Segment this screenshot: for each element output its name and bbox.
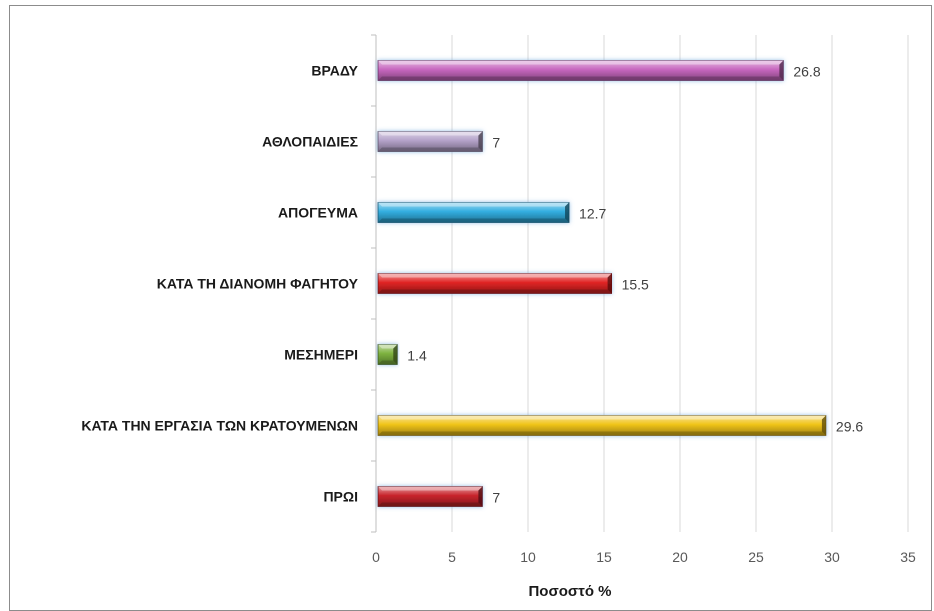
bar-bevel-top [378, 131, 483, 136]
bar-bevel-end [607, 273, 612, 294]
x-tick-label: 15 [596, 549, 612, 565]
bar-bevel-top [378, 415, 826, 420]
category-label: ΜΕΣΗΜΕΡΙ [284, 347, 358, 363]
bar-bevel-top [378, 60, 784, 65]
x-tick-label: 5 [448, 549, 456, 565]
bar-bevel-bottom [378, 76, 784, 81]
bar-bevel-end [478, 486, 483, 507]
bar-bevel-top [378, 202, 570, 207]
x-tick-label: 30 [824, 549, 840, 565]
data-label: 26.8 [793, 64, 820, 80]
bar-4 [377, 273, 613, 294]
bars [377, 60, 827, 507]
bar-bevel-bottom [378, 431, 826, 436]
category-label: ΑΘΛΟΠΑΙΔΙΕΣ [262, 134, 358, 150]
data-label: 7 [492, 490, 500, 506]
x-tick-label: 25 [748, 549, 764, 565]
bar-bevel-bottom [378, 289, 612, 294]
category-label: ΑΠΟΓΕΥΜΑ [278, 205, 358, 221]
bar-3 [377, 202, 570, 223]
data-label: 15.5 [622, 277, 649, 293]
category-label: ΒΡΑΔΥ [311, 63, 358, 79]
x-tick-label: 10 [520, 549, 536, 565]
bar-bevel-bottom [378, 502, 483, 507]
bar-bevel-top [378, 486, 483, 491]
bar-bevel-bottom [378, 147, 483, 152]
bar-bevel-end [779, 60, 784, 81]
gridlines [451, 35, 909, 532]
bar-5 [377, 344, 398, 365]
x-tick-label: 35 [900, 549, 916, 565]
bar-bevel-end [478, 131, 483, 152]
data-label: 7 [492, 135, 500, 151]
x-axis-title: Ποσοστό % [528, 583, 611, 600]
category-axis [371, 34, 377, 533]
bar-1 [377, 60, 784, 81]
bar-bevel-top [378, 344, 398, 349]
bar-2 [377, 131, 483, 152]
x-tick-label: 0 [372, 549, 380, 565]
bar-bevel-end [821, 415, 826, 436]
data-label: 12.7 [579, 206, 606, 222]
data-label: 1.4 [407, 348, 427, 364]
labels: 0 5 10 15 20 25 30 35 ΒΡΑΔΥ 26.8 ΑΘΛΟΠΑΙΔΙΕΣ 7 ΑΠΟΓΕ… [81, 63, 916, 566]
bar-6 [377, 415, 827, 436]
bar-bevel-bottom [378, 360, 398, 365]
bar-bevel-bottom [378, 218, 570, 223]
category-label: ΚΑΤΑ ΤΗ ΔΙΑΝΟΜΗ ΦΑΓΗΤΟΥ [157, 276, 359, 292]
bar-bevel-top [378, 273, 612, 278]
bar-7 [377, 486, 483, 507]
bar-bevel-end [565, 202, 570, 223]
x-tick-label: 20 [672, 549, 688, 565]
bar-bevel-end [393, 344, 398, 365]
data-label: 29.6 [836, 419, 863, 435]
category-label: ΠΡΩΙ [323, 489, 358, 505]
category-label: ΚΑΤΑ ΤΗΝ ΕΡΓΑΣΙΑ ΤΩΝ ΚΡΑΤΟΥΜΕΝΩΝ [81, 418, 358, 434]
chart-frame [9, 5, 932, 611]
